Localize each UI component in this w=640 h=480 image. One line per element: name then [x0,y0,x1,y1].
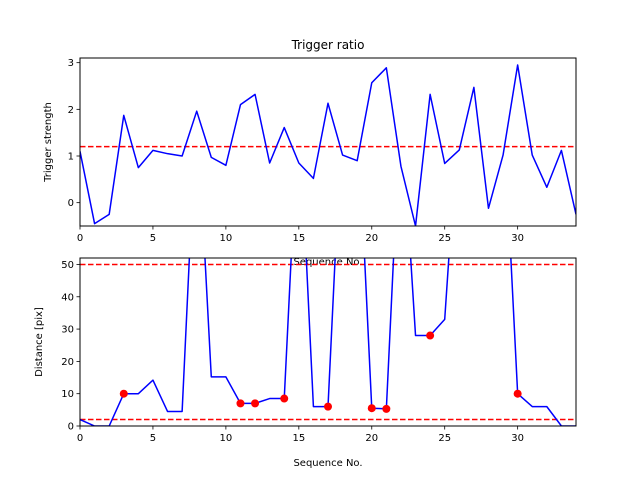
trigger-ratio-chart: Trigger ratio 0 5 10 15 20 25 30 0 1 2 3 Sequence… [43,38,577,268]
x-tick-label-3: 15 [292,433,305,444]
y-tick-label-1: 1 [68,152,74,163]
x-tick-label-1: 5 [150,433,156,444]
data-point-marker-6 [382,404,391,413]
x-tick-label-1: 5 [150,233,156,244]
x-tick-label-3: 15 [292,233,305,244]
y-tick-label-0: 0 [68,198,74,209]
data-point-marker-5 [367,404,376,413]
y-tick-label-3: 3 [68,58,74,69]
x-tick-label-6: 30 [511,233,524,244]
y-axis-label-bottom: Distance [pix] [34,307,45,377]
series-line-0 [80,64,576,226]
plot-frame-top [79,57,577,227]
y-tick-label-1: 10 [61,389,74,400]
data-point-marker-8 [513,389,522,398]
y-tick-label-5: 50 [61,260,74,271]
data-point-marker-3 [280,394,289,403]
x-tick-label-5: 25 [438,233,451,244]
y-tick-label-3: 30 [61,325,74,336]
x-tick-label-4: 20 [365,233,378,244]
data-point-marker-7 [426,331,435,340]
data-point-marker-2 [251,399,260,408]
y-tick-label-2: 2 [68,105,74,116]
y-axis-label-top: Trigger strength [43,102,54,183]
data-point-marker-4 [324,402,332,411]
x-axis-label-top: Sequence No. [293,257,362,268]
y-tick-label-4: 40 [61,292,74,303]
x-axis-label-bottom: Sequence No. [293,458,362,469]
data-point-marker-1 [236,399,245,408]
x-tick-label-6: 30 [511,433,524,444]
x-tick-label-0: 0 [77,433,83,444]
x-tick-label-2: 10 [220,433,233,444]
y-tick-label-0: 0 [68,422,74,433]
x-tick-label-5: 25 [438,433,451,444]
y-tick-label-2: 20 [61,357,74,368]
x-tick-label-0: 0 [77,233,83,244]
data-point-marker-0 [119,389,128,398]
distance-chart: 0 5 10 15 20 25 30 0 10 20 30 40 50 Sequence No. Di… [34,257,577,469]
chart-title: Trigger ratio [291,38,365,52]
x-tick-label-2: 10 [220,233,233,244]
plot-frame-bottom [79,257,577,427]
x-tick-label-4: 20 [365,433,378,444]
